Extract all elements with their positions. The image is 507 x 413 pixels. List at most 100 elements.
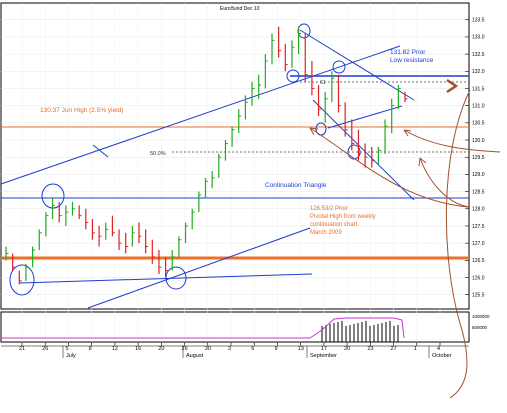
price-bar [231, 126, 235, 147]
price-bar [151, 239, 155, 264]
x-tick-label: 6 [251, 346, 254, 352]
price-bar [351, 119, 355, 151]
y-tick-label: 133.0 [472, 35, 485, 41]
price-bar [211, 170, 215, 189]
price-bar [344, 102, 348, 137]
price-bar [12, 253, 16, 271]
price-bar [178, 236, 182, 257]
price-bar [258, 74, 262, 99]
x-month-label: August [186, 353, 204, 359]
y-tick-label: 129.0 [472, 172, 485, 178]
brown-arrow-3-head [403, 129, 412, 137]
price-bar [51, 198, 56, 220]
circle-marker-1 [9, 264, 35, 296]
y-tick-label: 131.0 [472, 103, 485, 109]
price-bar [138, 222, 142, 244]
price-bar [357, 129, 361, 161]
price-bar [331, 71, 335, 103]
volume-tick-1: 1000000 [472, 314, 490, 319]
price-bar [85, 208, 89, 230]
x-tick-label: 26 [42, 346, 48, 352]
price-bar [298, 26, 302, 55]
brown-arrow-2 [419, 157, 471, 208]
price-bar [404, 91, 408, 103]
y-tick-label: 125.5 [472, 292, 485, 298]
day-gridlines [21, 3, 441, 342]
price-bar [304, 33, 308, 82]
price-bar [384, 119, 388, 154]
x-tick-label: 13 [298, 346, 304, 352]
price-bar [377, 146, 381, 165]
price-bar [111, 215, 115, 237]
price-bar [131, 225, 135, 247]
y-axis: 133.5 133.0 132.5 132.0 131.5 131.0 130.5 130.0… [465, 18, 485, 298]
price-bar [317, 85, 322, 116]
x-tick-label: 26 [182, 346, 188, 352]
x-tick-label: 12 [112, 346, 118, 352]
x-tick-label: 4 [437, 346, 440, 352]
price-bar [244, 95, 248, 120]
circle-marker-3 [165, 266, 187, 290]
pivot-label-1: 126.53/2 Prior [310, 206, 348, 212]
fib-61-label: 61 [320, 80, 326, 86]
price-bar [125, 232, 129, 254]
price-bar [78, 205, 82, 220]
y-tick-label: 130.5 [472, 121, 485, 127]
price-bar [45, 212, 49, 237]
circle-marker-5 [286, 69, 300, 83]
lower-uptrend-line [87, 227, 311, 309]
price-bar [25, 263, 29, 281]
price-bar [65, 205, 69, 226]
price-bar [118, 229, 122, 251]
price-bars [5, 26, 408, 285]
brown-arrow-2-head [418, 157, 427, 167]
x-tick-label: 27 [391, 346, 397, 352]
brown-arrow-1 [309, 127, 469, 208]
y-tick-label: 127.5 [472, 224, 485, 230]
price-bar [397, 85, 401, 110]
price-bar [251, 81, 255, 106]
price-bar [311, 60, 315, 96]
triangle-lower-line [312, 99, 415, 201]
price-bar [31, 246, 36, 268]
fib-50-label: 50.0% [150, 151, 166, 157]
x-tick-label: 21 [19, 346, 25, 352]
y-tick-label: 127.0 [472, 241, 485, 247]
x-tick-label: 5 [65, 346, 68, 352]
x-tick-label: 16 [135, 346, 141, 352]
x-axis: 21 26 5 8 12 16 20 26 30 3 6 9 13 17 20 23 27 1 4 July Augus… [1, 342, 469, 359]
circle-marker-8 [347, 144, 361, 160]
price-bar [18, 270, 22, 285]
y-tick-label: 128.0 [472, 207, 485, 213]
x-month-label: October [432, 353, 452, 359]
x-tick-label: 30 [205, 346, 211, 352]
price-bar [284, 43, 288, 72]
triangle-label: Continuation Triangle [265, 182, 327, 189]
price-bar [71, 201, 75, 216]
brown-arrow-3 [403, 129, 501, 153]
price-bar [364, 143, 368, 168]
chart-title: EuroBund Dec 10 [220, 6, 260, 12]
x-month-label: September [310, 353, 337, 359]
x-tick-label: 1 [414, 346, 417, 352]
x-tick-label: 3 [228, 346, 231, 352]
price-bar [38, 229, 42, 251]
circle-marker-6 [332, 60, 346, 74]
price-bar [145, 229, 149, 254]
triangle-upper-line [299, 29, 415, 101]
pivot-label-4: March 2009 [310, 230, 342, 236]
y-tick-label: 128.5 [472, 189, 485, 195]
price-bar [224, 140, 228, 161]
price-bar [165, 256, 169, 278]
price-bar [191, 208, 195, 230]
price-bar [264, 54, 268, 89]
jun-high-label: 130.37 Jun High (2.5% yield) [40, 107, 123, 114]
price-bar [291, 40, 295, 68]
price-bar [371, 146, 375, 168]
price-bar [271, 33, 275, 65]
y-tick-label: 126.5 [472, 258, 485, 264]
y-tick-label: 129.5 [472, 155, 485, 161]
volume-panel [0, 311, 470, 343]
volume-bars [321, 321, 399, 342]
